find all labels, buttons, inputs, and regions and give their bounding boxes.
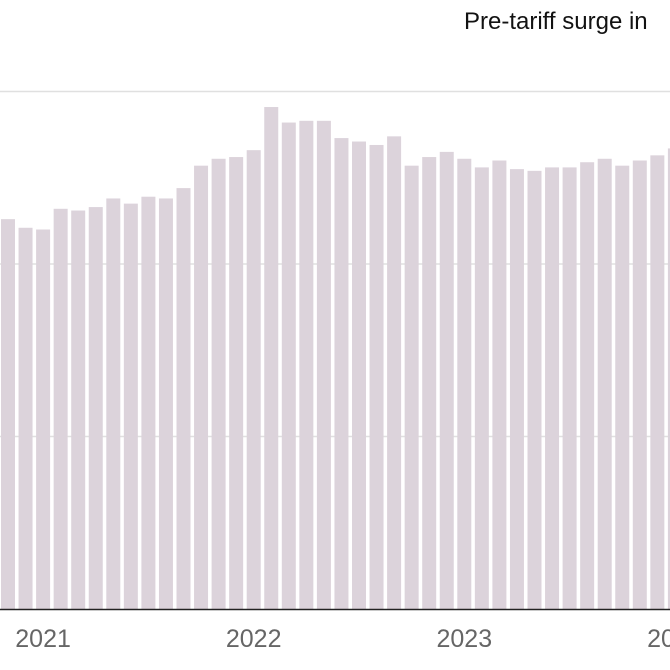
bar-7 [123,203,138,610]
bar-1 [18,227,33,609]
bar-21 [369,144,384,610]
bar-9 [158,198,173,609]
tick-label-2023: 2023 [436,625,492,653]
bar-18 [316,120,331,609]
bar-2 [36,229,51,609]
bar-35 [615,165,630,609]
bar-20 [352,141,366,609]
bar-38 [667,148,670,609]
bar-24 [422,157,437,610]
bar-29 [509,169,524,609]
bar-34 [597,158,612,609]
bar-10 [176,188,191,609]
bar-28 [492,160,507,609]
x-axis-ticks: 2021 2022 2023 2024 [15,625,670,653]
bar-3 [53,208,68,610]
bar-26 [457,158,472,609]
bar-22 [387,136,402,609]
bar-32 [562,167,577,609]
bar-12 [211,158,226,609]
bar-4 [71,210,86,609]
bar-17 [299,120,314,609]
bar-16 [281,122,296,610]
tick-label-2021: 2021 [15,625,71,653]
bar-5 [88,207,103,609]
bar-13 [229,157,244,610]
tick-label-2024: 2024 [647,625,670,653]
bar-0 [1,219,15,609]
chart-annotation: Pre-tariff surge in [464,8,648,35]
bar-19 [334,138,349,609]
bar-30 [527,170,542,609]
bar-27 [474,167,489,609]
bars [1,107,670,610]
bar-31 [545,167,560,609]
bar-36 [632,160,647,609]
bar-23 [404,165,419,609]
bar-8 [141,196,156,609]
tick-label-2022: 2022 [226,625,282,653]
bar-14 [246,150,261,609]
bar-33 [580,162,595,610]
bar-25 [439,151,454,610]
bar-15 [264,107,279,610]
bar-37 [650,155,665,609]
bar-11 [194,165,209,609]
bar-6 [106,198,121,609]
